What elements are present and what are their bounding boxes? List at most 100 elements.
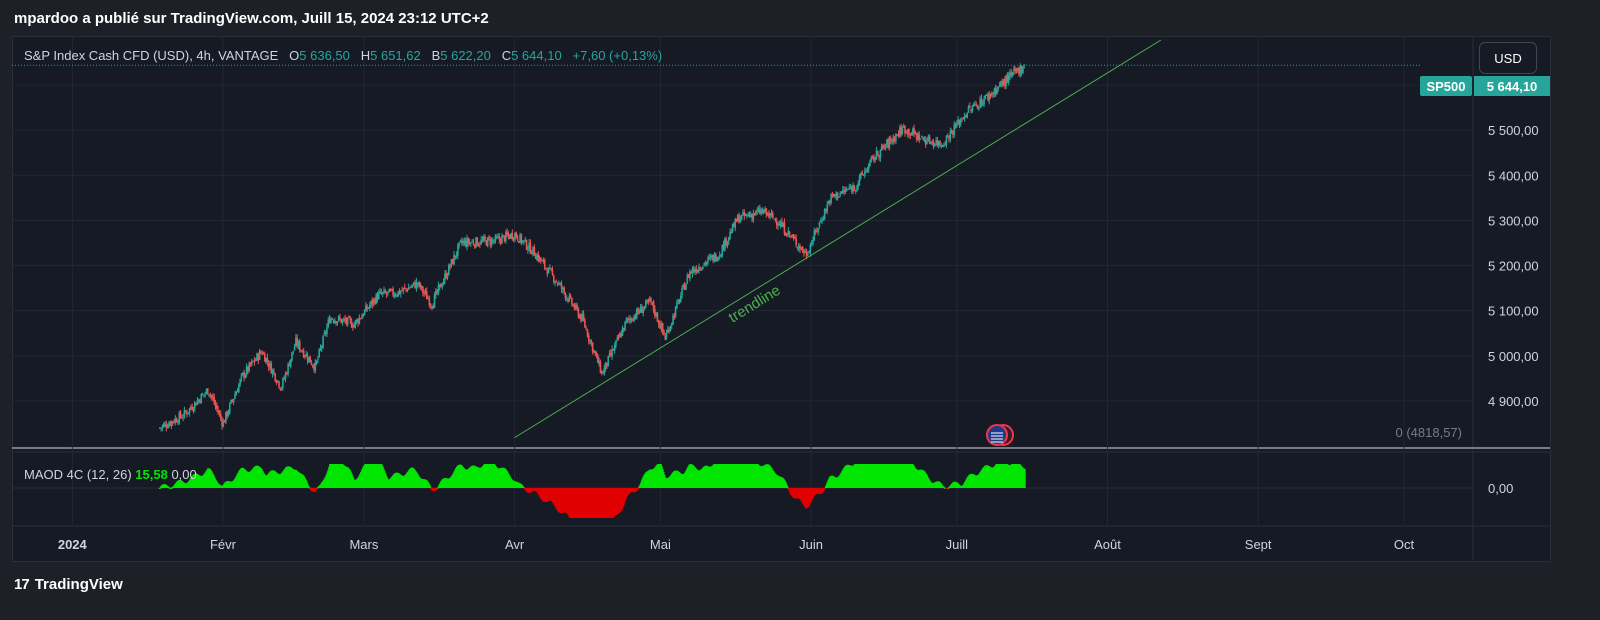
candle-body xyxy=(196,400,199,405)
candle-body xyxy=(444,273,446,281)
candle-body xyxy=(301,351,304,353)
candle-body xyxy=(788,231,791,235)
candle-body xyxy=(251,360,253,365)
candle-body xyxy=(448,264,450,276)
candle-body xyxy=(796,246,799,248)
candle-body xyxy=(1019,65,1022,75)
candle-body xyxy=(423,291,425,294)
candle-body xyxy=(278,381,280,388)
candle-body xyxy=(571,298,573,305)
candle-body xyxy=(743,212,746,217)
us-flag-icon[interactable] xyxy=(986,424,1008,446)
candle-body xyxy=(625,319,628,322)
oscillator-bar xyxy=(942,486,945,488)
candle-body xyxy=(647,299,650,302)
candle-body xyxy=(552,275,555,283)
candle-body xyxy=(1000,81,1002,87)
candle-body xyxy=(165,424,168,428)
candle-body xyxy=(749,214,752,217)
candle-body xyxy=(940,145,943,147)
candle-body xyxy=(708,256,711,258)
candle-body xyxy=(876,151,879,156)
candle-body xyxy=(409,287,411,289)
candle-body xyxy=(355,319,358,322)
candle-body xyxy=(1020,65,1023,73)
candle-body xyxy=(503,235,506,242)
candle-body xyxy=(222,421,225,427)
indicator-value-2: 0,00 xyxy=(171,467,197,482)
candle-body xyxy=(214,403,217,407)
candle-body xyxy=(654,309,656,316)
candle-body xyxy=(831,193,834,196)
candle-body xyxy=(565,297,568,299)
candle-body xyxy=(366,306,368,310)
candle-body xyxy=(505,232,507,241)
candle-body xyxy=(541,260,543,262)
candle-body xyxy=(866,170,869,172)
candle-body xyxy=(827,201,830,205)
currency-button[interactable]: USD xyxy=(1479,42,1537,74)
candle-body xyxy=(451,259,454,265)
candle-body xyxy=(201,394,204,396)
tradingview-logo[interactable]: 17 TradingView xyxy=(14,576,123,593)
high-label: H xyxy=(360,48,371,63)
candle-body xyxy=(258,351,261,360)
oscillator-bar xyxy=(522,486,525,488)
candle-body xyxy=(685,283,687,291)
candle-body xyxy=(239,379,241,385)
candle-body xyxy=(844,190,847,193)
candle-body xyxy=(635,309,638,319)
trendline[interactable] xyxy=(514,39,1162,439)
candle-body xyxy=(424,291,427,293)
candle-body xyxy=(225,411,227,423)
candle-body xyxy=(915,134,918,139)
candle-body xyxy=(358,317,361,324)
candle-body xyxy=(586,330,589,337)
candle-body xyxy=(335,321,337,324)
candle-body xyxy=(210,394,213,397)
candle-body xyxy=(401,290,403,292)
indicator-legend[interactable]: MAOD 4C (12, 26) 15,58 0,00 xyxy=(24,467,197,482)
candle-body xyxy=(843,189,845,192)
candle-body xyxy=(936,140,939,146)
candle-body xyxy=(318,349,321,358)
candle-body xyxy=(709,256,712,258)
candle-body xyxy=(759,208,761,214)
candle-body xyxy=(985,95,988,97)
candle-body xyxy=(287,363,289,374)
candle-body xyxy=(380,292,383,294)
candle-body xyxy=(488,237,490,239)
candle-body xyxy=(486,237,489,247)
candle-body xyxy=(702,266,704,270)
candle-body xyxy=(762,210,765,214)
candle-body xyxy=(331,318,333,320)
candle-body xyxy=(853,186,856,190)
candle-body xyxy=(254,359,257,362)
candle-body xyxy=(621,328,624,336)
candle-body xyxy=(244,374,247,379)
candle-body xyxy=(410,286,413,288)
candle-body xyxy=(441,285,444,287)
oscillator-bar xyxy=(158,488,161,489)
candle-body xyxy=(731,223,734,233)
candle-body xyxy=(867,164,870,170)
candle-body xyxy=(392,288,394,296)
candle-body xyxy=(645,300,647,307)
candle-body xyxy=(171,421,174,423)
candle-body xyxy=(580,314,582,321)
candle-body xyxy=(620,333,622,337)
candle-body xyxy=(791,235,794,237)
candle-body xyxy=(747,214,749,216)
x-tick-label: Févr xyxy=(210,537,237,552)
candle-body xyxy=(691,268,694,274)
candle-body xyxy=(795,238,797,246)
oscillator-bar xyxy=(428,484,431,488)
candle-body xyxy=(247,366,249,372)
candle-body xyxy=(981,103,984,105)
y-tick-label: 5 000,00 xyxy=(1488,349,1539,364)
candle-body xyxy=(698,266,700,271)
candle-body xyxy=(418,282,420,284)
candle-body xyxy=(228,403,231,413)
candle-body xyxy=(992,93,994,95)
